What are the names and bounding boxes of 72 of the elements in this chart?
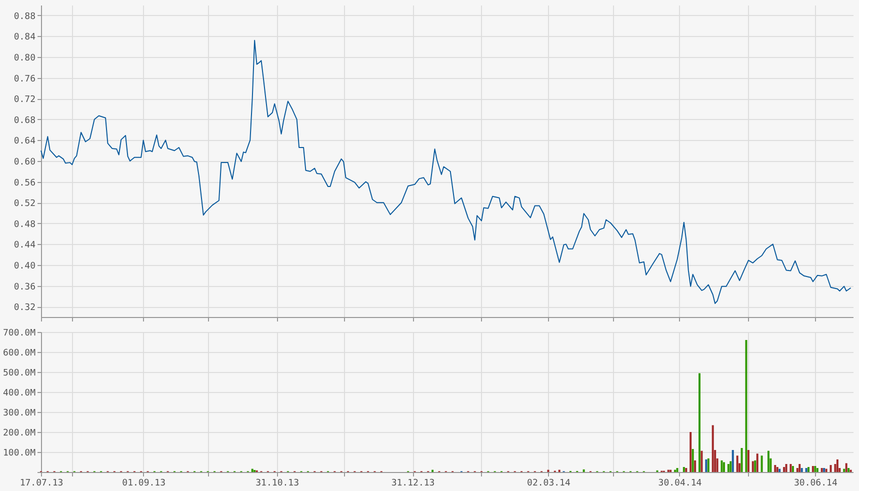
bar xyxy=(836,459,838,472)
y-tick-label: 400.0M xyxy=(2,388,36,398)
bar xyxy=(845,463,848,472)
bar xyxy=(690,432,692,472)
y-tick-label: 500.0M xyxy=(2,368,36,378)
y-tick-label: 0.44 xyxy=(14,240,36,251)
y-tick-label: 0.80 xyxy=(14,54,36,64)
bar xyxy=(720,460,723,472)
bar xyxy=(816,468,818,472)
y-tick-label: 100.0M xyxy=(2,448,36,458)
bar xyxy=(756,454,758,472)
y-tick-label: 600.0M xyxy=(2,348,36,358)
bar xyxy=(767,450,770,472)
bar xyxy=(774,465,776,472)
y-tick-label: 200.0M xyxy=(2,428,36,438)
y-tick-label: 0.48 xyxy=(14,220,36,230)
bar xyxy=(745,340,748,472)
x-tick-label: 30.04.14 xyxy=(658,478,702,488)
bar xyxy=(754,460,756,472)
y-tick-label: 0.64 xyxy=(14,136,36,147)
x-tick-label: 17.07.13 xyxy=(20,478,64,488)
bar xyxy=(736,456,738,472)
bar xyxy=(796,468,798,472)
bar xyxy=(798,464,801,472)
y-tick-label: 0.60 xyxy=(14,158,36,168)
x-tick-label: 01.09.13 xyxy=(122,478,166,488)
x-tick-label: 30.06.14 xyxy=(794,478,838,488)
bar xyxy=(251,468,254,472)
y-tick-label: 700.0M xyxy=(2,328,36,338)
bar xyxy=(740,448,743,472)
y-tick-label: 0.32 xyxy=(14,303,36,314)
bar xyxy=(692,449,694,472)
bar xyxy=(785,464,788,472)
y-tick-label: 0.56 xyxy=(14,178,36,188)
y-tick-label: 0.84 xyxy=(14,32,36,43)
y-tick-label: 0.36 xyxy=(14,282,36,292)
bar xyxy=(582,469,585,472)
bar xyxy=(698,373,700,472)
bar xyxy=(760,456,763,472)
bar xyxy=(808,467,810,472)
bar xyxy=(752,461,754,472)
y-tick-label: 0.76 xyxy=(14,74,36,84)
bar xyxy=(783,467,786,472)
x-tick-label: 02.03.14 xyxy=(527,478,570,488)
bar xyxy=(843,468,846,472)
y-tick-label: 0.40 xyxy=(14,262,36,272)
bar xyxy=(812,466,814,472)
line-series xyxy=(40,40,852,304)
y-tick-label: 0.68 xyxy=(14,116,36,126)
bar xyxy=(778,468,781,472)
bar xyxy=(730,461,732,472)
y-tick-label: 0.72 xyxy=(14,95,36,106)
bar xyxy=(800,468,803,472)
bar xyxy=(712,425,714,472)
bar xyxy=(830,465,832,472)
bar xyxy=(727,464,730,472)
x-tick-label: 31.10.13 xyxy=(256,478,299,488)
bar xyxy=(722,462,725,472)
x-tick-label: 31.12.13 xyxy=(391,478,435,488)
bar xyxy=(805,468,808,472)
y-tick-label: 0.52 xyxy=(14,199,36,210)
bar xyxy=(694,460,696,472)
bar xyxy=(732,450,734,472)
bar xyxy=(682,467,685,472)
y-tick-label: 300.0M xyxy=(2,408,36,418)
bar xyxy=(776,467,778,472)
bar xyxy=(814,466,816,472)
bar xyxy=(747,450,750,472)
bar xyxy=(820,468,823,472)
bar xyxy=(700,450,703,472)
y-tick-label: 0.88 xyxy=(14,12,36,22)
bar xyxy=(685,468,688,472)
